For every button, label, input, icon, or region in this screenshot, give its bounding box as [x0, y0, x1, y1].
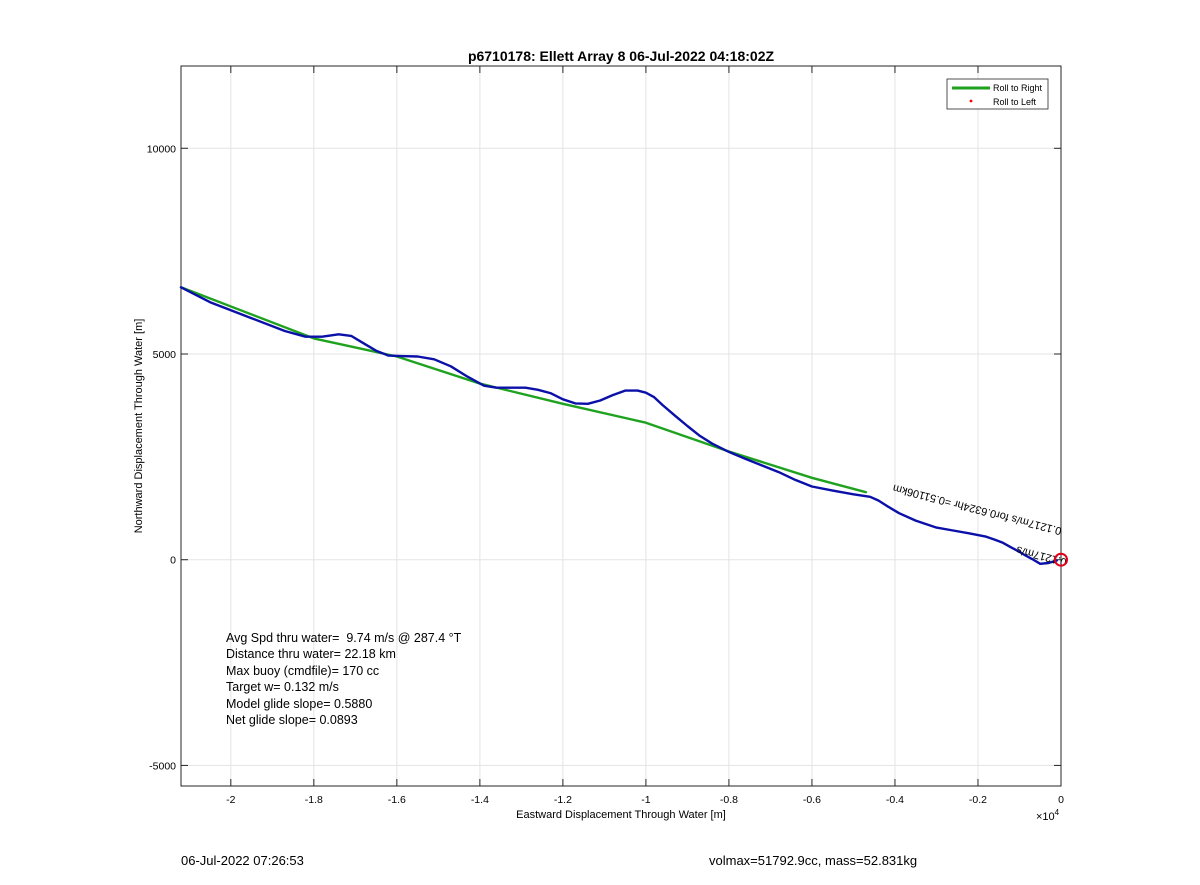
stat-max-buoy: Max buoy (cmdfile)= 170 cc [226, 663, 380, 678]
chart-title: p6710178: Ellett Array 8 06-Jul-2022 04:… [468, 48, 775, 64]
stats-block: Avg Spd thru water= 9.74 m/s @ 287.4 °T … [226, 630, 461, 728]
plot-area-frame [180, 65, 1062, 787]
legend-label-roll-right: Roll to Right [993, 83, 1043, 93]
stat-distance: Distance thru water= 22.18 km [226, 647, 396, 662]
x-tick-label: -0.2 [969, 794, 987, 806]
x-axis: -2 -1.8 -1.6 -1.4 -1.2 -1 -0.8 -0.6 -0.4 -0.2 0 [226, 66, 1064, 806]
stat-model-glide: Model glide slope= 0.5880 [226, 696, 373, 711]
footer-timestamp: 06-Jul-2022 07:26:53 [181, 853, 304, 868]
series-layer [179, 286, 1059, 565]
legend-swatch-roll-left [969, 99, 973, 103]
y-axis: -5000 0 5000 10000 [147, 143, 1061, 772]
series-roll-to-right-line [179, 286, 868, 494]
y-axis-label: Northward Displacement Through Water [m] [133, 319, 145, 534]
x-tick-label: -0.4 [886, 794, 904, 806]
legend-box [946, 78, 1049, 110]
x-tick-label: -0.6 [803, 794, 821, 806]
x-axis-label: Eastward Displacement Through Water [m] [516, 809, 726, 821]
x-multiplier-base: ×10 [1036, 811, 1055, 823]
y-tick-label: -5000 [149, 760, 176, 772]
x-tick-label: -2 [226, 794, 235, 806]
legend: Roll to Right Roll to Left [946, 78, 1049, 110]
legend-label-roll-left: Roll to Left [993, 97, 1037, 107]
y-tick-label: 5000 [153, 349, 177, 361]
footer-volmax-mass: volmax=51792.9cc, mass=52.831kg [709, 853, 918, 868]
stat-net-glide: Net glide slope= 0.0893 [226, 713, 358, 728]
x-multiplier: ×104 [1036, 808, 1060, 823]
series-track-line [179, 286, 1059, 565]
y-tick-label: 0 [170, 555, 176, 567]
x-tick-label: -1.4 [471, 794, 489, 806]
end-marker [1054, 552, 1068, 567]
stat-avg-speed: Avg Spd thru water= 9.74 m/s @ 287.4 °T [226, 631, 462, 645]
x-tick-label: -1.2 [554, 794, 572, 806]
x-tick-label: -1 [641, 794, 650, 806]
x-multiplier-exp: 4 [1055, 808, 1060, 817]
x-tick-label: 0 [1058, 794, 1064, 806]
y-tick-label: 10000 [147, 143, 176, 155]
end-position-marker [1054, 552, 1068, 567]
x-tick-label: -1.6 [388, 794, 406, 806]
x-tick-label: -0.8 [720, 794, 738, 806]
x-tick-label: -1.8 [305, 794, 323, 806]
vector-annotation: 0.1217m/s for0.6324hr =0.51106km [892, 482, 1063, 537]
annotations: 0.1217m/s for0.6324hr =0.51106km0.1217m/… [892, 482, 1068, 568]
stat-target-w: Target w= 0.132 m/s [226, 680, 339, 695]
